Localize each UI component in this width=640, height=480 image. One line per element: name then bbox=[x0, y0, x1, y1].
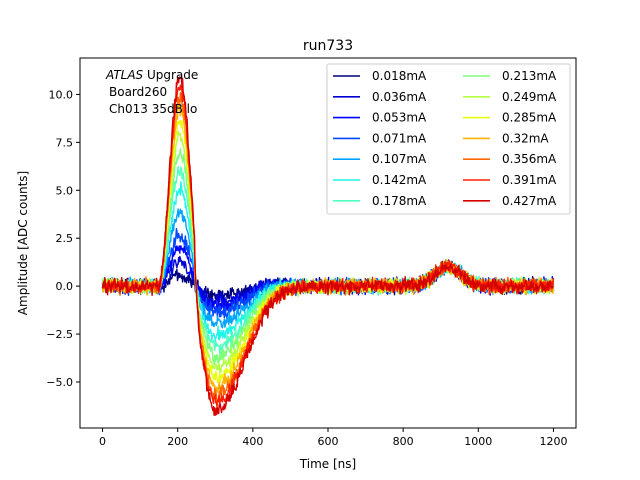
experiment-suffix: Upgrade bbox=[143, 68, 198, 82]
y-ticks: −5.0 −2.5 0.0 2.5 5.0 7.5 10.0 bbox=[46, 88, 80, 389]
x-tick-label: 800 bbox=[393, 435, 414, 448]
x-tick-label: 200 bbox=[167, 435, 188, 448]
svg-text:ATLAS Upgrade: ATLAS Upgrade bbox=[105, 68, 198, 82]
x-tick-label: 0 bbox=[99, 435, 106, 448]
y-tick-label: 7.5 bbox=[56, 136, 74, 149]
x-tick-label: 400 bbox=[242, 435, 263, 448]
series-line bbox=[101, 76, 554, 416]
x-tick-label: 1200 bbox=[539, 435, 567, 448]
legend-label: 0.178mA bbox=[372, 194, 427, 208]
chart-title: run733 bbox=[303, 38, 353, 54]
legend: 0.018mA 0.036mA 0.053mA 0.071mA 0.107mA 0.142… bbox=[326, 63, 571, 215]
x-axis-label: Time [ns] bbox=[299, 457, 356, 471]
y-tick-label: −2.5 bbox=[46, 328, 73, 341]
legend-label: 0.32mA bbox=[502, 131, 549, 145]
board-label: Board260 bbox=[109, 85, 167, 99]
legend-label: 0.249mA bbox=[502, 90, 557, 104]
legend-label: 0.391mA bbox=[502, 173, 557, 187]
y-axis-label: Amplitude [ADC counts] bbox=[16, 171, 30, 315]
y-tick-label: 10.0 bbox=[49, 88, 74, 101]
experiment-annotation: ATLAS Upgrade Board260 Ch013 35dB lo bbox=[105, 68, 198, 116]
channel-label: Ch013 35dB lo bbox=[109, 102, 197, 116]
legend-label: 0.213mA bbox=[502, 69, 557, 83]
legend-label: 0.071mA bbox=[372, 131, 427, 145]
x-tick-label: 600 bbox=[318, 435, 339, 448]
y-tick-label: 5.0 bbox=[56, 184, 74, 197]
series-layer bbox=[101, 76, 555, 416]
legend-label: 0.107mA bbox=[372, 152, 427, 166]
legend-label: 0.427mA bbox=[502, 194, 557, 208]
x-ticks: 0 200 400 600 800 1000 1200 bbox=[99, 428, 567, 448]
y-tick-label: −5.0 bbox=[46, 376, 73, 389]
legend-label: 0.285mA bbox=[502, 111, 557, 125]
legend-label: 0.036mA bbox=[372, 90, 427, 104]
y-tick-label: 0.0 bbox=[56, 280, 74, 293]
legend-label: 0.356mA bbox=[502, 152, 557, 166]
legend-label: 0.142mA bbox=[372, 173, 427, 187]
legend-label: 0.053mA bbox=[372, 111, 427, 125]
legend-frame bbox=[326, 63, 571, 215]
legend-label: 0.018mA bbox=[372, 69, 427, 83]
y-tick-label: 2.5 bbox=[56, 232, 74, 245]
experiment-name: ATLAS bbox=[105, 68, 144, 82]
x-tick-label: 1000 bbox=[464, 435, 492, 448]
